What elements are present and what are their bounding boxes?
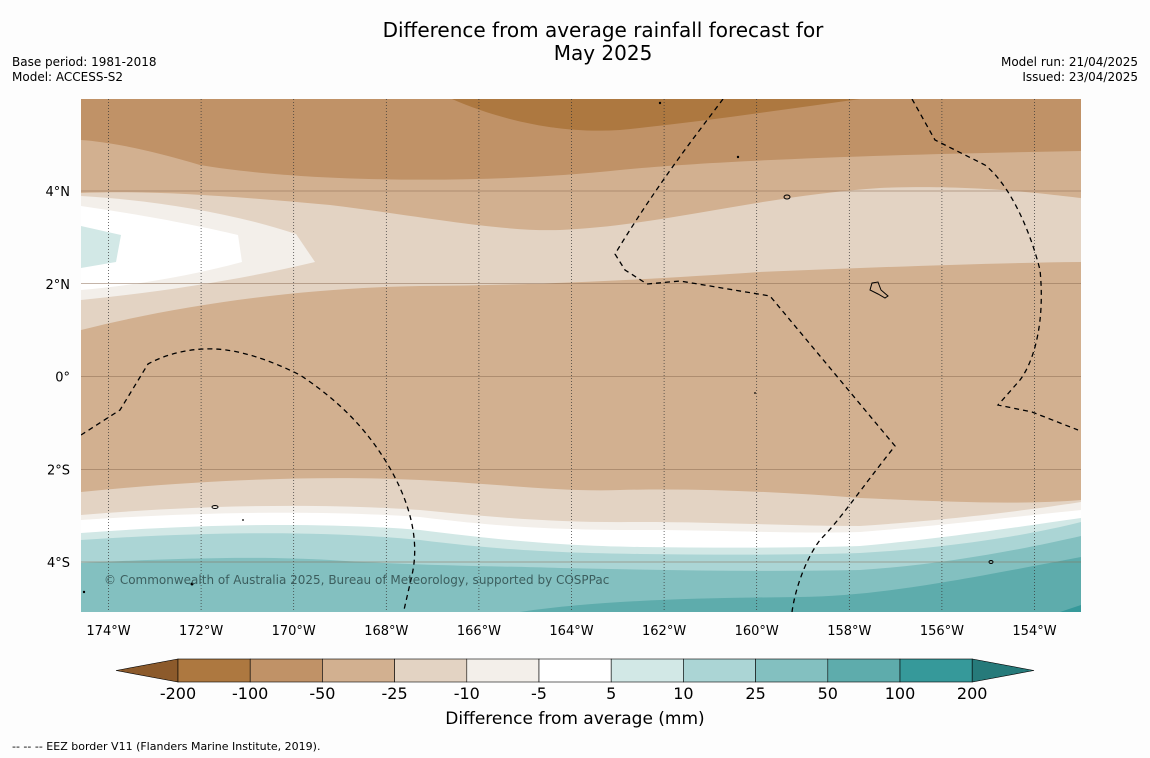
eez-border-east <box>911 99 1079 431</box>
colorbar-tick-label: 10 <box>673 684 693 703</box>
contour-fills <box>81 99 1081 612</box>
colorbar-extend-low <box>115 658 179 683</box>
band-plus-25-south <box>81 536 1081 612</box>
colorbar-tick-label: 50 <box>818 684 838 703</box>
chart-title: Difference from average rainfall forecas… <box>0 19 1150 65</box>
latitude-label: 2°S <box>47 463 70 478</box>
longitude-label: 164°W <box>549 624 593 639</box>
longitude-label: 174°W <box>86 624 130 639</box>
colorbar-segment <box>827 658 901 683</box>
eez-borders <box>81 99 1079 612</box>
band-plus-100-south <box>1060 605 1081 612</box>
colorbar-tick-label: -100 <box>232 684 268 703</box>
island-dot-5 <box>190 582 194 586</box>
colorbar-tick-label: -10 <box>454 684 480 703</box>
longitude-label: 172°W <box>179 624 223 639</box>
latitude-label: 2°N <box>46 278 71 293</box>
colorbar-ticks: -200 -100 -50 -25 -10 -5 5 10 25 50 100 200 <box>160 684 988 703</box>
title-line-1: Difference from average rainfall forecas… <box>382 18 824 42</box>
eez-footnote: -- -- -- EEZ border V11 (Flanders Marine… <box>12 740 321 753</box>
band-plus-10-north <box>81 226 121 268</box>
latitude-labels: 4°N 2°N 0° 2°S 4°S <box>46 185 71 571</box>
band-plus-50-south <box>520 557 1081 612</box>
island-dot-3 <box>754 392 756 394</box>
latitude-label: 4°S <box>47 556 70 571</box>
colorbar-segment <box>466 658 540 683</box>
longitude-label: 166°W <box>457 624 501 639</box>
longitude-label: 162°W <box>642 624 686 639</box>
longitude-label: 158°W <box>827 624 871 639</box>
longitude-label: 156°W <box>920 624 964 639</box>
island-kiritimati <box>869 281 889 299</box>
island-northern <box>783 194 791 200</box>
colorbar-tick-label: 25 <box>745 684 765 703</box>
island-dot-6 <box>82 590 86 594</box>
longitude-label: 154°W <box>1012 624 1056 639</box>
copyright-credit: © Commonwealth of Australia 2025, Bureau… <box>104 573 609 587</box>
colorbar-segment <box>755 658 829 683</box>
island-dot-2 <box>736 155 740 159</box>
colorbar-tick-label: 100 <box>885 684 916 703</box>
model-text: Model: ACCESS-S2 <box>12 70 124 84</box>
colorbar-tick-label: -50 <box>309 684 335 703</box>
colorbar-tick-label: -200 <box>160 684 196 703</box>
issued-text: Issued: 23/04/2025 <box>1022 70 1138 84</box>
latitude-label: 0° <box>55 371 70 386</box>
islands <box>211 194 994 564</box>
band-minus-200-north <box>452 99 860 131</box>
island-southeast <box>988 560 994 564</box>
colorbar-segments <box>115 658 1035 683</box>
colorbar-segment <box>538 658 612 683</box>
meta-right: Model run: 21/04/2025 Issued: 23/04/2025 <box>1001 55 1138 85</box>
colorbar-tick-label: -25 <box>382 684 408 703</box>
colorbar-segment <box>249 658 323 683</box>
longitude-label: 168°W <box>364 624 408 639</box>
model-run-text: Model run: 21/04/2025 <box>1000 55 1138 69</box>
base-period-text: Base period: 1981-2018 <box>12 55 157 69</box>
island-dot-1 <box>658 101 662 105</box>
meta-left: Base period: 1981-2018 Model: ACCESS-S2 <box>12 55 157 85</box>
colorbar-segment <box>177 658 251 683</box>
colorbar-label: Difference from average (mm) <box>445 709 705 729</box>
eez-border-west <box>81 348 416 611</box>
island-dots <box>82 101 756 594</box>
colorbar-segment <box>610 658 684 683</box>
colorbar-segment <box>683 658 756 683</box>
longitude-labels: 174°W 172°W 170°W 168°W 166°W 164°W 162°W 160°W… <box>86 624 1056 639</box>
rainfall-map: © Commonwealth of Australia 2025, Bureau… <box>46 99 1081 639</box>
band-minus-25-north <box>81 187 1081 330</box>
colorbar-tick-label: -5 <box>531 684 547 703</box>
band-minus-100-north <box>81 99 1081 180</box>
colorbar-segment <box>394 658 468 683</box>
eez-border-central <box>614 99 896 612</box>
colorbar-segment <box>899 658 973 683</box>
longitude-label: 170°W <box>272 624 316 639</box>
latitude-label: 4°N <box>46 185 71 200</box>
gridlines <box>81 99 1081 612</box>
colorbar-segment <box>322 658 395 683</box>
colorbar-tick-label: 5 <box>606 684 616 703</box>
title-line-2: May 2025 <box>553 41 653 65</box>
colorbar-tick-label: 200 <box>957 684 988 703</box>
band-minus-5-north <box>81 206 242 290</box>
longitude-label: 160°W <box>735 624 779 639</box>
island-dot-4 <box>242 519 244 521</box>
island-southwest <box>211 505 219 509</box>
colorbar-extend-high <box>971 658 1035 683</box>
